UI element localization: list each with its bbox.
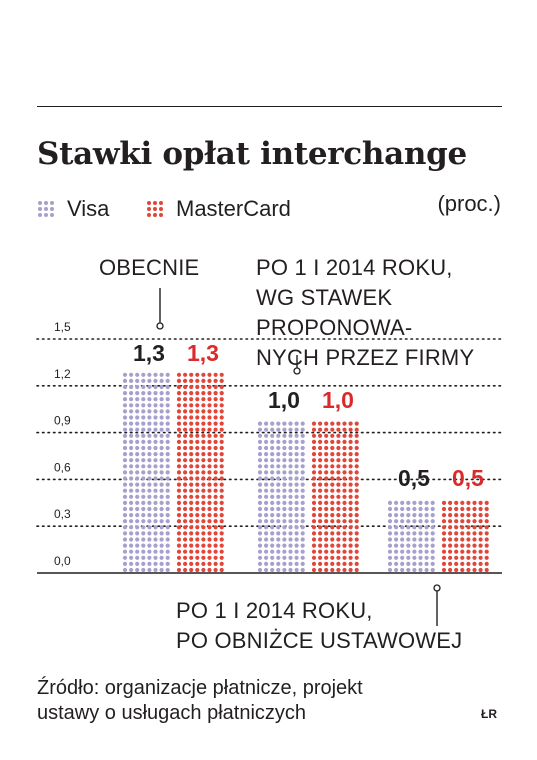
- leader-proposed-dot: [293, 367, 301, 375]
- visa-swatch: [38, 201, 54, 217]
- bar-mastercard: [311, 421, 359, 573]
- source-line: Źródło: organizacje płatnicze, projekt: [37, 677, 363, 699]
- unit-label: (proc.): [437, 191, 501, 216]
- y-tick-label: 1,2: [54, 367, 71, 381]
- bar-visa: [387, 500, 435, 573]
- annotation-statutory-line: PO 1 I 2014 ROKU,: [176, 598, 373, 623]
- data-label-visa: 1,3: [133, 340, 165, 366]
- legend-visa: Visa: [37, 196, 109, 222]
- source-line: ustawy o usługach płatniczych: [37, 702, 307, 724]
- bar-mastercard: [441, 500, 489, 573]
- annotation-proposed-line: PO 1 I 2014 ROKU,: [256, 255, 453, 280]
- y-tick-label: 0,6: [54, 460, 71, 474]
- data-label-visa: 0,5: [398, 465, 430, 491]
- chart-title: Stawki opłat interchange: [37, 136, 467, 172]
- legend-mastercard-label: MasterCard: [176, 196, 291, 221]
- annotation-statutory: PO 1 I 2014 ROKU, PO OBNIŻCE USTAWOWEJ: [176, 596, 462, 656]
- bar-visa: [122, 372, 170, 573]
- author-initials: ŁR: [481, 707, 497, 721]
- y-tick-label: 1,5: [54, 320, 71, 334]
- annotation-proposed-line: WG STAWEK: [256, 285, 393, 310]
- leader-current-dot: [156, 322, 164, 330]
- bar-visa: [257, 421, 305, 573]
- y-tick-label: 0,3: [54, 507, 71, 521]
- annotation-statutory-line: PO OBNIŻCE USTAWOWEJ: [176, 628, 463, 653]
- bar-mastercard: [176, 372, 224, 573]
- leader-statutory-dot: [433, 584, 441, 592]
- annotation-proposed-line: NYCH PRZEZ FIRMY: [256, 345, 475, 370]
- data-label-mastercard: 1,3: [187, 340, 219, 366]
- y-tick-label: 0,0: [54, 554, 71, 568]
- annotation-proposed: PO 1 I 2014 ROKU, WG STAWEK PROPONOWA- N…: [256, 253, 474, 373]
- legend-mastercard: MasterCard: [146, 196, 291, 222]
- mastercard-swatch: [147, 201, 163, 217]
- y-tick-label: 0,9: [54, 414, 71, 428]
- data-label-mastercard: 1,0: [322, 387, 354, 413]
- data-label-mastercard: 0,5: [452, 465, 484, 491]
- annotation-current: OBECNIE: [99, 255, 200, 280]
- annotation-proposed-line: PROPONOWA-: [256, 315, 413, 340]
- top-rule: [37, 106, 502, 107]
- legend-visa-label: Visa: [67, 196, 110, 221]
- source-note: Źródło: organizacje płatnicze, projekt u…: [37, 676, 363, 726]
- data-label-visa: 1,0: [268, 387, 300, 413]
